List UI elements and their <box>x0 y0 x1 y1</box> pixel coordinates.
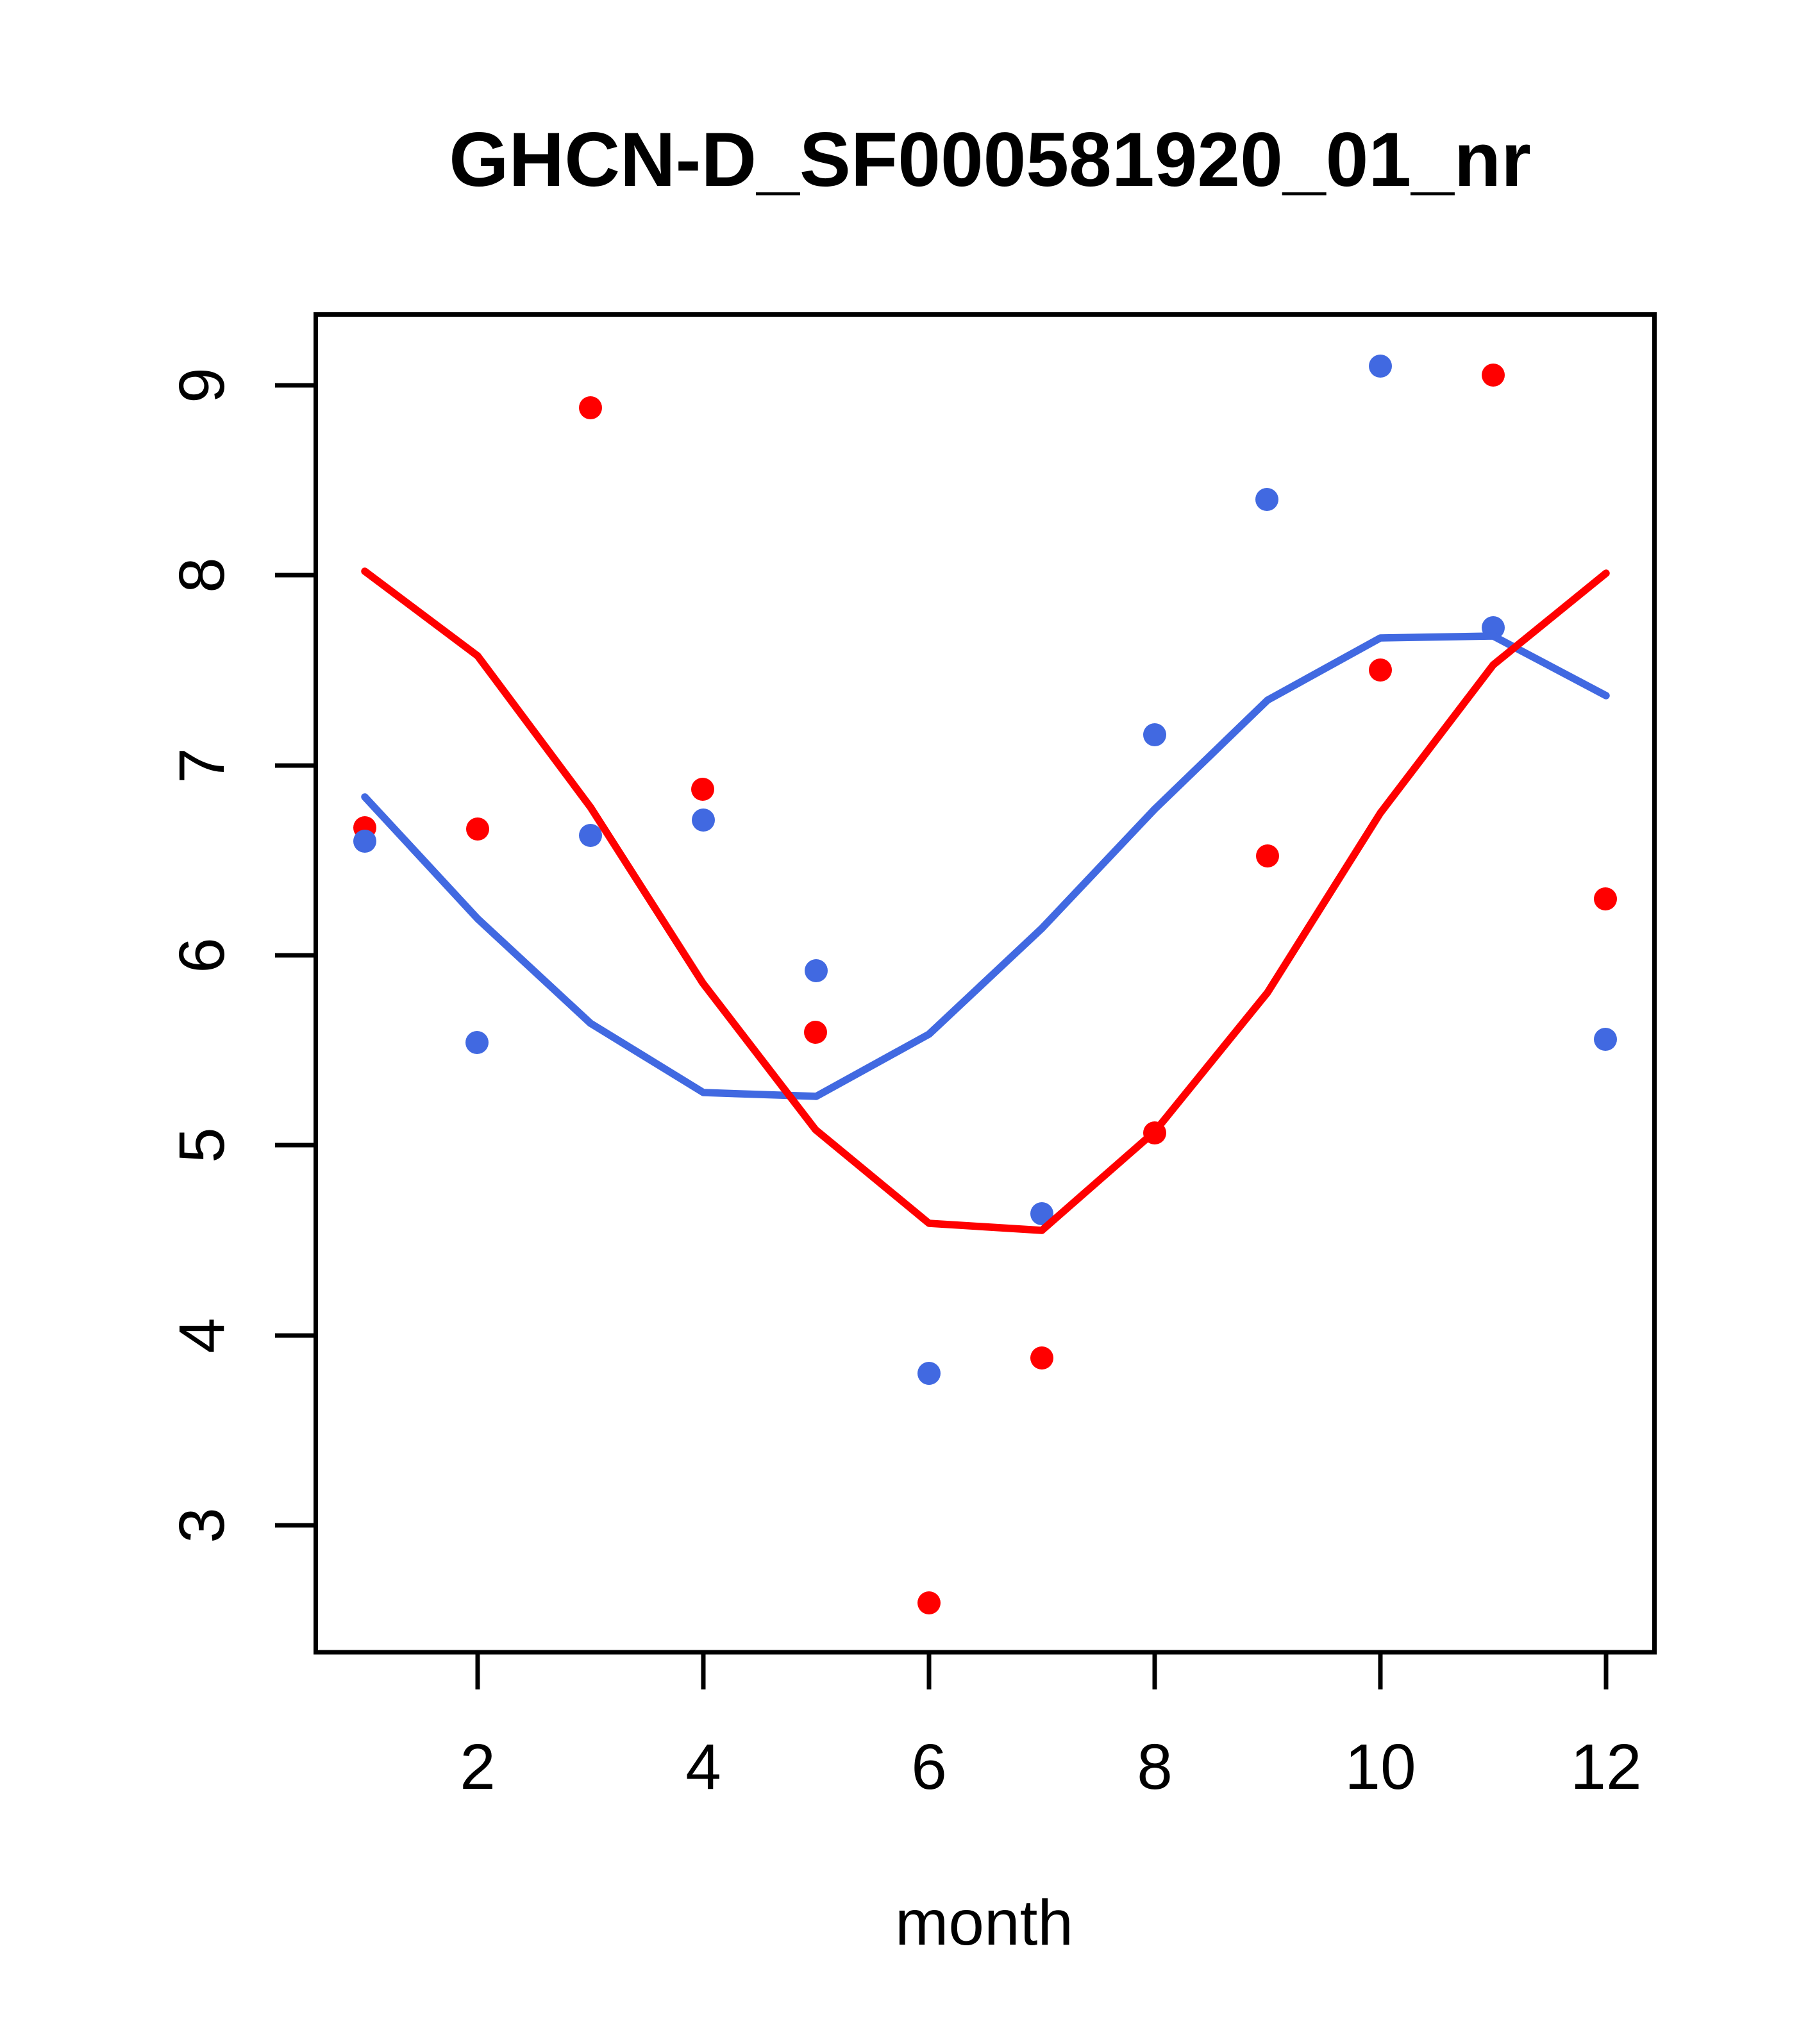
svg-text:4: 4 <box>685 1731 721 1803</box>
svg-text:2: 2 <box>460 1731 496 1803</box>
svg-text:8: 8 <box>1137 1731 1173 1803</box>
svg-text:3: 3 <box>166 1507 238 1543</box>
svg-text:9: 9 <box>166 367 238 403</box>
svg-text:GHCN-D_SF000581920_01_nr: GHCN-D_SF000581920_01_nr <box>449 117 1531 203</box>
svg-text:4: 4 <box>166 1318 238 1353</box>
svg-text:12: 12 <box>1570 1731 1641 1803</box>
svg-text:5: 5 <box>166 1127 238 1163</box>
svg-text:8: 8 <box>166 557 238 593</box>
svg-text:10: 10 <box>1344 1731 1416 1803</box>
svg-text:6: 6 <box>911 1731 947 1803</box>
svg-text:month: month <box>895 1887 1073 1959</box>
svg-text:6: 6 <box>166 937 238 973</box>
svg-text:7: 7 <box>166 748 238 783</box>
